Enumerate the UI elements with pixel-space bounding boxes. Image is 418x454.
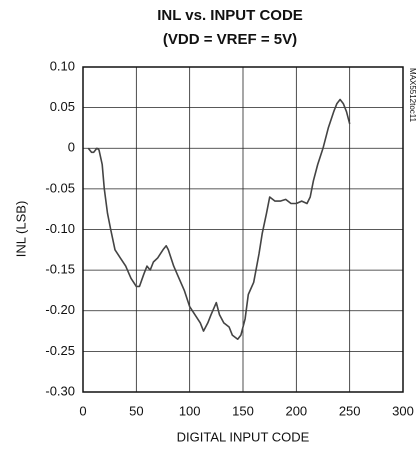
- x-tick-label: 100: [179, 403, 201, 418]
- y-tick-label: -0.05: [45, 180, 75, 195]
- y-tick-label: -0.30: [45, 383, 75, 398]
- y-tick-label: -0.15: [45, 262, 75, 277]
- x-tick-label: 250: [339, 403, 361, 418]
- x-tick-label: 50: [129, 403, 143, 418]
- y-tick-label: -0.10: [45, 221, 75, 236]
- inl-line: [87, 98, 351, 341]
- chart-subtitle: (VDD = VREF = 5V): [163, 31, 297, 48]
- x-tick-label: 0: [79, 403, 86, 418]
- x-tick-label: 150: [232, 403, 254, 418]
- y-tick-label: 0: [68, 140, 75, 155]
- x-axis-label: DIGITAL INPUT CODE: [177, 429, 310, 444]
- y-tick-label: 0.05: [50, 99, 75, 114]
- y-tick-label: -0.25: [45, 343, 75, 358]
- chart-title: INL vs. INPUT CODE: [157, 7, 303, 24]
- plot-frame: [82, 66, 404, 393]
- y-tick-label: -0.20: [45, 302, 75, 317]
- x-tick-label: 200: [285, 403, 307, 418]
- y-axis-label: INL (LSB): [13, 201, 28, 258]
- y-tick-label: 0.10: [50, 58, 75, 73]
- figure-code: MAX5512toc11: [408, 68, 417, 123]
- x-tick-label: 300: [392, 403, 414, 418]
